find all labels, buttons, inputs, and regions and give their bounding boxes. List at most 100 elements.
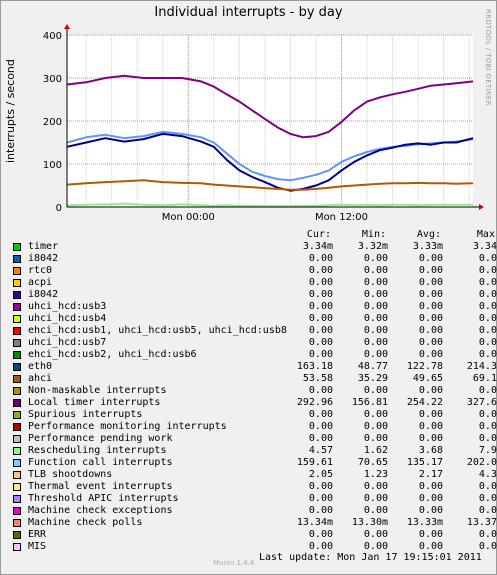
legend-value-avg: 0.00 [418, 529, 443, 540]
munin-version: Munin 1.4.4 [213, 559, 255, 567]
legend-value-min: 1.62 [363, 445, 388, 456]
legend-label: Thermal event interrupts [28, 481, 173, 492]
legend-row: uhci_hcd:usb4 0.00 0.00 0.00 0.00 [13, 313, 497, 325]
legend-value-avg: 0.00 [418, 289, 443, 300]
legend-row: Local timer interrupts 292.96 156.81 254.22… [13, 397, 497, 409]
legend-value-avg: 0.00 [418, 541, 443, 552]
legend-value-cur: 0.00 [308, 337, 333, 348]
legend-value-max: 0.00 [478, 529, 497, 540]
legend-value-max: 0.00 [478, 265, 497, 276]
x-tick-label: Mon 00:00 [162, 212, 215, 223]
legend-label: Spurious interrupts [28, 409, 143, 420]
legend-value-max: 0.00 [478, 481, 497, 492]
legend-value-min: 0.00 [363, 529, 388, 540]
legend-value-cur: 3.34m [302, 241, 333, 252]
legend-value-min: 0.00 [363, 265, 388, 276]
legend-value-max: 0.00 [478, 505, 497, 516]
legend-value-cur: 0.00 [308, 265, 333, 276]
legend-swatch [13, 459, 21, 467]
legend-label: ERR [28, 529, 47, 540]
series-line [66, 74, 474, 139]
legend-value-min: 0.00 [363, 493, 388, 504]
legend-value-max: 0.00 [478, 253, 497, 264]
legend-value-cur: 0.00 [308, 505, 333, 516]
legend-value-avg: 0.00 [418, 385, 443, 396]
rrdtool-credit: RRDTOOL / TOBI OETIKER [484, 9, 492, 106]
legend-header: Min: [361, 229, 386, 240]
legend-header: Cur: [306, 229, 331, 240]
series-line [66, 130, 474, 182]
series-line [66, 202, 473, 208]
legend-value-cur: 0.00 [308, 325, 333, 336]
legend-value-avg: 0.00 [418, 253, 443, 264]
legend-value-max: 0.00 [478, 289, 497, 300]
legend-value-cur: 0.00 [308, 301, 333, 312]
legend-value-min: 35.29 [357, 373, 388, 384]
legend-row: uhci_hcd:usb3 0.00 0.00 0.00 0.00 [13, 301, 497, 313]
legend-row: acpi 0.00 0.00 0.00 0.00 [13, 277, 497, 289]
legend-value-min: 0.00 [363, 277, 388, 288]
legend-label: Function call interrupts [28, 457, 173, 468]
legend-label: Rescheduling interrupts [28, 445, 167, 456]
x-axis-arrow [479, 204, 484, 210]
legend-label: eth0 [28, 361, 53, 372]
legend-value-min: 0.00 [363, 433, 388, 444]
legend-swatch [13, 363, 21, 371]
legend-value-avg: 122.78 [406, 361, 443, 372]
legend-value-min: 0.00 [363, 409, 388, 420]
legend-value-min: 0.00 [363, 313, 388, 324]
legend-value-min: 0.00 [363, 289, 388, 300]
legend-row: Rescheduling interrupts 4.57 1.62 3.68 7.96 [13, 445, 497, 457]
legend-value-cur: 0.00 [308, 253, 333, 264]
legend-value-min: 0.00 [363, 385, 388, 396]
legend-value-avg: 13.33m [406, 517, 443, 528]
legend-value-max: 0.00 [478, 337, 497, 348]
legend-swatch [13, 507, 21, 515]
legend-swatch [13, 279, 21, 287]
legend-swatch [13, 339, 21, 347]
y-tick-label: 100 [43, 160, 62, 171]
legend-value-cur: 0.00 [308, 421, 333, 432]
legend-swatch [13, 519, 21, 527]
legend-row: timer 3.34m 3.32m 3.33m 3.34m [13, 241, 497, 253]
legend-value-max: 214.32 [466, 361, 497, 372]
legend-value-min: 0.00 [363, 253, 388, 264]
legend-label: i8042 [28, 289, 59, 300]
legend-row: Thermal event interrupts 0.00 0.00 0.00 0.00 [13, 481, 497, 493]
legend-swatch [13, 327, 21, 335]
legend-row: Non-maskable interrupts 0.00 0.00 0.00 0.00 [13, 385, 497, 397]
legend-label: Threshold APIC interrupts [28, 493, 179, 504]
legend-value-avg: 0.00 [418, 325, 443, 336]
legend-label: acpi [28, 277, 53, 288]
legend-swatch [13, 399, 21, 407]
legend-value-cur: 0.00 [308, 409, 333, 420]
legend-label: ehci_hcd:usb1, uhci_hcd:usb5, uhci_hcd:u… [28, 325, 287, 336]
legend-value-min: 13.30m [351, 517, 388, 528]
legend-row: ahci 53.58 35.29 49.65 69.13 [13, 373, 497, 385]
legend-row: Machine check polls 13.34m 13.30m 13.33m 13.… [13, 517, 497, 529]
legend-row: Threshold APIC interrupts 0.00 0.00 0.00 0.0… [13, 493, 497, 505]
legend-label: ehci_hcd:usb2, uhci_hcd:usb6 [28, 349, 197, 360]
legend-swatch [13, 255, 21, 263]
legend-swatch [13, 531, 21, 539]
legend-row: i8042 0.00 0.00 0.00 0.00 [13, 289, 497, 301]
legend-value-cur: 4.57 [308, 445, 333, 456]
legend-header: Max: [476, 229, 497, 240]
legend-label: Machine check exceptions [28, 505, 173, 516]
legend-value-avg: 0.00 [418, 421, 443, 432]
legend-row: uhci_hcd:usb7 0.00 0.00 0.00 0.00 [13, 337, 497, 349]
legend-value-max: 327.61 [466, 397, 497, 408]
legend-label: timer [28, 241, 59, 252]
legend-label: Performance monitoring interrupts [28, 421, 227, 432]
legend-value-min: 156.81 [351, 397, 388, 408]
legend-value-cur: 53.58 [302, 373, 333, 384]
legend-swatch [13, 495, 21, 503]
legend-value-max: 0.00 [478, 277, 497, 288]
legend-swatch [13, 543, 21, 551]
last-update: Last update: Mon Jan 17 19:15:01 2011 [259, 552, 482, 563]
legend-value-avg: 0.00 [418, 337, 443, 348]
legend-value-max: 13.37m [466, 517, 497, 528]
legend-value-cur: 0.00 [308, 313, 333, 324]
legend-value-min: 0.00 [363, 301, 388, 312]
legend-row: Function call interrupts 159.61 70.65 135.1… [13, 457, 497, 469]
